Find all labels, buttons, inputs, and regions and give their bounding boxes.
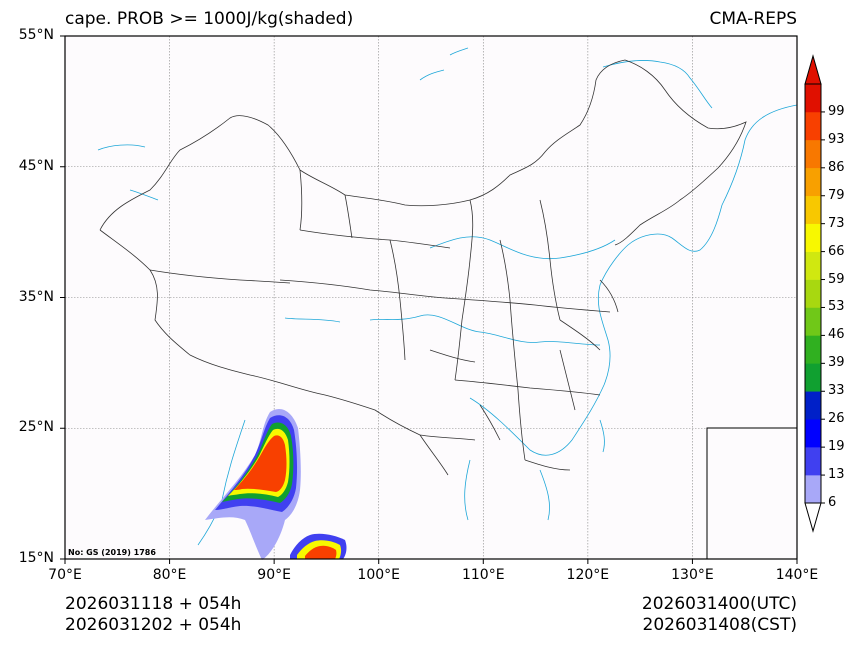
- valid-time-cst: 2026031408(CST): [642, 615, 797, 635]
- y-tick-label: 15°N: [18, 550, 54, 566]
- x-tick-label: 90°E: [257, 567, 291, 583]
- y-tick-label: 55°N: [18, 27, 54, 43]
- colorbar-label: 26: [828, 411, 845, 427]
- colorbar-segment: [805, 139, 821, 169]
- colorbar-label: 6: [828, 495, 837, 510]
- x-tick-label: 100°E: [357, 567, 400, 583]
- colorbar-segment: [805, 475, 821, 504]
- y-tick-label: 35°N: [18, 288, 54, 305]
- colorbar-label: 73: [828, 215, 845, 231]
- colorbar-over-arrow: [804, 54, 822, 85]
- probability-shading: [205, 408, 347, 560]
- colorbar-segment: [805, 391, 821, 420]
- colorbar-under-arrow: [804, 502, 822, 533]
- colorbar-segment: [805, 251, 821, 280]
- init-time-cst: 2026031202 + 054h: [65, 615, 242, 635]
- map-area: [60, 35, 798, 564]
- colorbar: [804, 54, 825, 533]
- colorbar-label: 13: [828, 467, 845, 483]
- x-tick-label: 110°E: [461, 567, 505, 583]
- x-tick-label: 130°E: [671, 567, 714, 583]
- y-tick-label: 45°N: [18, 157, 54, 174]
- colorbar-segment: [805, 335, 821, 364]
- colorbar-label: 93: [828, 131, 845, 147]
- colorbar-label: 46: [828, 327, 845, 343]
- colorbar-segment: [805, 363, 821, 392]
- map-approval-number: No: GS (2019) 1786: [68, 548, 156, 557]
- tick-marks: [60, 35, 798, 564]
- colorbar-label: 86: [828, 159, 845, 175]
- colorbar-segment: [805, 447, 821, 476]
- x-tick-label: 120°E: [566, 567, 610, 583]
- gridlines: [65, 36, 797, 559]
- x-tick-label: 80°E: [152, 567, 187, 583]
- colorbar-label: 53: [828, 299, 845, 315]
- valid-time-utc: 2026031400(UTC): [641, 594, 797, 614]
- colorbar-label: 39: [828, 355, 845, 371]
- x-tick-label: 70°E: [48, 567, 82, 583]
- colorbar-label: 33: [828, 383, 845, 399]
- colorbar-label: 59: [828, 271, 845, 287]
- colorbar-segment: [805, 84, 821, 113]
- colorbar-segment: [805, 279, 821, 308]
- colorbar-segment: [805, 419, 821, 448]
- colorbar-label: 66: [828, 243, 845, 259]
- chart-title: cape. PROB >= 1000J/kg(shaded): [65, 9, 354, 29]
- colorbar-segment: [805, 167, 821, 197]
- colorbar-label: 99: [828, 103, 845, 119]
- colorbar-label: 79: [828, 187, 845, 203]
- y-tick-label: 25°N: [18, 419, 54, 436]
- x-tick-label: 140°E: [775, 567, 819, 583]
- init-time-utc: 2026031118 + 054h: [65, 594, 242, 614]
- model-name: CMA-REPS: [709, 9, 797, 29]
- colorbar-segment: [805, 111, 821, 141]
- colorbar-segment: [805, 195, 821, 224]
- colorbar-segment: [805, 307, 821, 336]
- political-borders: [99, 59, 747, 476]
- colorbar-frame: [804, 83, 822, 504]
- coastline-rivers: [97, 47, 798, 546]
- colorbar-label: 19: [828, 439, 845, 455]
- colorbar-segment: [805, 223, 821, 252]
